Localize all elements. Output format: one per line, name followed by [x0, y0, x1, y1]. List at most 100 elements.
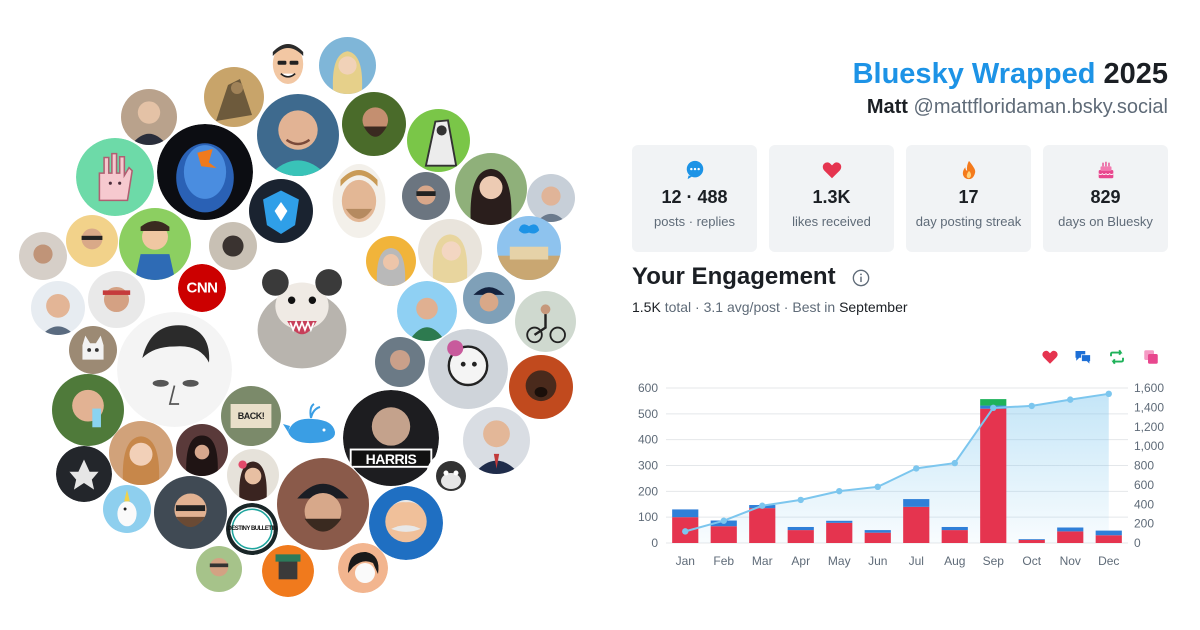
cumulative-point[interactable] — [990, 404, 997, 412]
user-handle[interactable]: @mattfloridaman.bsky.social — [913, 96, 1168, 118]
cumulative-point[interactable] — [1105, 390, 1112, 398]
bar-segment[interactable] — [941, 526, 968, 531]
bar-segment[interactable] — [1057, 527, 1084, 532]
bar-segment[interactable] — [749, 508, 776, 543]
warrior-art-avatar[interactable] — [204, 67, 264, 127]
y-tick-right: 0 — [1134, 536, 1141, 550]
orange-cartoon-avatar[interactable] — [262, 545, 314, 597]
palace-butterfly-avatar[interactable] — [497, 216, 561, 280]
glasses-beard-avatar[interactable] — [154, 476, 227, 549]
opossum-avatar[interactable] — [228, 244, 376, 392]
cumulative-point[interactable] — [1067, 396, 1074, 403]
y-tick-left: 500 — [638, 407, 658, 421]
man-profile-avatar[interactable] — [19, 232, 67, 280]
dark-hair-avatar[interactable] — [176, 424, 228, 476]
repost-icon[interactable] — [1108, 348, 1126, 366]
drinking-man-avatar[interactable] — [52, 374, 124, 446]
cartoon-mustache-avatar[interactable] — [369, 486, 443, 560]
bar-segment[interactable] — [826, 522, 853, 543]
blonde-woman-avatar[interactable] — [418, 219, 482, 283]
heart-icon — [822, 162, 841, 179]
protest-sign-avatar[interactable]: BACK! — [221, 386, 281, 446]
headband-man-avatar[interactable] — [88, 271, 145, 328]
cumulative-point[interactable] — [874, 483, 881, 491]
stat-card-days: 829 days on Bluesky — [1043, 145, 1168, 252]
brain-art-avatar[interactable] — [157, 124, 253, 220]
page-title: Bluesky Wrapped 2025 — [853, 58, 1168, 91]
bar-segment[interactable] — [787, 530, 814, 543]
cumulative-point[interactable] — [836, 487, 843, 495]
blonde-person-avatar[interactable] — [319, 37, 376, 94]
gray-hair-woman-avatar[interactable] — [366, 236, 416, 286]
yankees-cap-avatar[interactable] — [277, 458, 369, 550]
outdoor-man-avatar[interactable] — [196, 546, 242, 592]
cyclist-avatar[interactable] — [515, 291, 576, 352]
cumulative-point[interactable] — [759, 502, 766, 509]
hoodie-man-avatar[interactable] — [397, 281, 457, 341]
older-man-avatar[interactable] — [527, 174, 575, 222]
dark-photo-avatar[interactable] — [209, 222, 257, 270]
bar-segment[interactable] — [826, 520, 853, 523]
destiny-ghost-avatar[interactable] — [56, 446, 112, 502]
sketch-face-avatar[interactable] — [117, 312, 232, 427]
info-icon[interactable] — [852, 269, 870, 287]
cumulative-point[interactable] — [951, 459, 958, 467]
destiny-shield-avatar[interactable] — [249, 179, 313, 243]
bar-segment[interactable] — [1057, 531, 1084, 543]
bar-segment[interactable] — [1018, 539, 1045, 543]
destiny-bulletin-avatar[interactable]: DESTINY BULLETIN — [226, 503, 278, 555]
x-tick: Jan — [676, 554, 695, 568]
car-selfie-avatar[interactable] — [402, 172, 450, 220]
engagement-best-month: September — [839, 299, 908, 315]
bald-smiling-avatar[interactable] — [257, 94, 339, 176]
glasses-man-avatar[interactable] — [66, 215, 118, 267]
bar-segment[interactable] — [710, 526, 737, 543]
bar-segment[interactable] — [672, 509, 699, 518]
person-avatar-1[interactable] — [121, 89, 177, 145]
quote-icon[interactable] — [1142, 348, 1160, 366]
bar-segment[interactable] — [941, 530, 968, 543]
pixel-hand-avatar[interactable] — [76, 138, 154, 216]
bar-segment[interactable] — [864, 532, 891, 543]
michigan-hat-avatar[interactable] — [463, 272, 515, 324]
cumulative-point[interactable] — [682, 528, 689, 535]
screaming-man-avatar[interactable] — [509, 355, 573, 419]
bar-segment[interactable] — [903, 506, 930, 543]
cumulative-point[interactable] — [720, 517, 727, 524]
heart-icon[interactable] — [1041, 348, 1059, 366]
cartoon-face-avatar[interactable] — [268, 40, 308, 88]
girl-portrait-avatar[interactable] — [109, 421, 173, 485]
blond-man-avatar[interactable] — [326, 160, 392, 242]
bearded-man-avatar[interactable] — [342, 92, 406, 156]
bald-man-avatar[interactable] — [31, 281, 85, 335]
bar-segment[interactable] — [787, 526, 814, 531]
news-anchor-avatar[interactable] — [463, 407, 530, 474]
x-tick: May — [828, 554, 851, 568]
cnn-avatar[interactable]: CNN — [178, 264, 226, 312]
bar-segment[interactable] — [1018, 539, 1045, 540]
cat-avatar[interactable] — [69, 326, 117, 374]
cockatoo-avatar[interactable] — [103, 485, 151, 533]
bar-segment[interactable] — [864, 530, 891, 533]
bar-segment[interactable] — [1095, 535, 1122, 543]
cumulative-point[interactable] — [1028, 402, 1035, 410]
whale-icon[interactable] — [283, 402, 343, 452]
bar-segment[interactable] — [1095, 530, 1122, 536]
bar-segment[interactable] — [980, 408, 1007, 543]
monkey-mascot-avatar[interactable] — [426, 451, 476, 501]
chat-bubbles-icon[interactable] — [1074, 348, 1092, 366]
stat-value: 12 · 488 — [661, 187, 728, 207]
bar-segment[interactable] — [903, 499, 930, 507]
harris-avatar[interactable]: HARRIS — [343, 390, 439, 486]
cartoon-chef-avatar[interactable] — [119, 208, 191, 280]
bar-segment[interactable] — [980, 399, 1007, 406]
selfie-man-avatar[interactable] — [375, 337, 425, 387]
stat-card-streak: 17 day posting streak — [906, 145, 1031, 252]
cartoon-mouse-avatar[interactable] — [428, 329, 508, 409]
flower-woman-avatar[interactable] — [227, 449, 279, 501]
cumulative-point[interactable] — [797, 496, 804, 504]
cumulative-point[interactable] — [913, 465, 920, 472]
cartoon-woman-avatar[interactable] — [338, 543, 388, 593]
woman-portrait-avatar[interactable] — [455, 153, 527, 225]
anime-character-avatar[interactable] — [407, 109, 470, 172]
